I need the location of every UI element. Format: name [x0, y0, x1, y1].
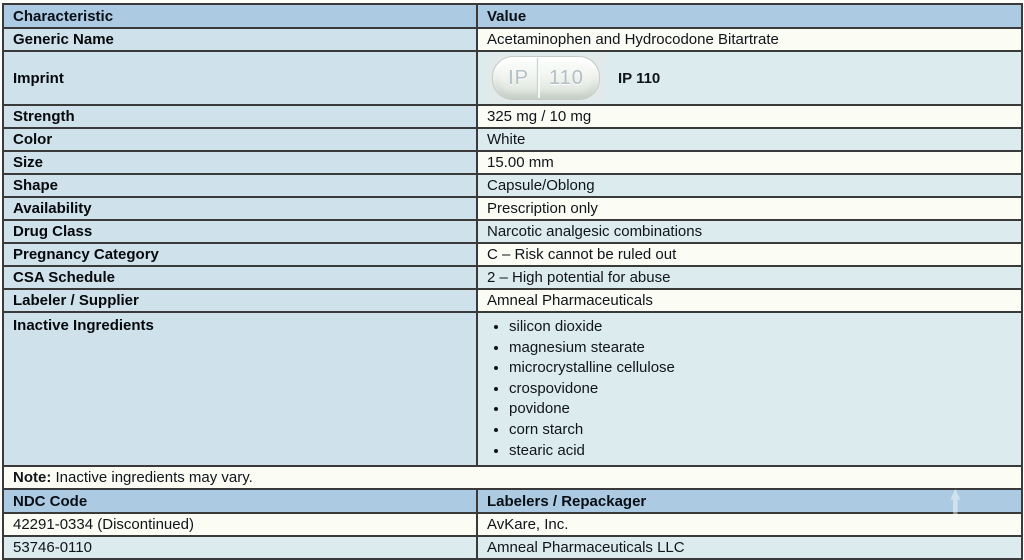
row-value: Prescription only	[476, 196, 1023, 221]
row-value: IP 110 IP 110	[476, 50, 1023, 106]
row-value: 2 – High potential for abuse	[476, 265, 1023, 290]
pill-image: IP 110	[487, 53, 605, 103]
list-item: microcrystalline cellulose	[509, 358, 1020, 379]
row-value: Capsule/Oblong	[476, 173, 1023, 198]
table-row-drug-class: Drug Class Narcotic analgesic combinatio…	[2, 219, 1023, 244]
column-header-value: Value	[476, 3, 1023, 29]
row-label: Availability	[2, 196, 478, 221]
note-cell: Note: Inactive ingredients may vary.	[2, 465, 1023, 491]
table-row-pregnancy-category: Pregnancy Category C – Risk cannot be ru…	[2, 242, 1023, 267]
list-item: stearic acid	[509, 441, 1020, 462]
row-value: silicon dioxide magnesium stearate micro…	[476, 310, 1023, 468]
inactive-ingredients-list: silicon dioxide magnesium stearate micro…	[487, 317, 1020, 462]
table-row-color: Color White	[2, 127, 1023, 152]
row-value: White	[476, 127, 1023, 152]
table-row-size: Size 15.00 mm	[2, 150, 1023, 175]
row-value: C – Risk cannot be ruled out	[476, 242, 1023, 267]
row-label: Pregnancy Category	[2, 242, 478, 267]
row-label: Imprint	[2, 50, 478, 106]
table-row-imprint: Imprint IP 110 IP 110	[2, 50, 1023, 106]
row-label: Labeler / Supplier	[2, 288, 478, 313]
ndc-header-row: NDC Code Labelers / Repackager	[2, 488, 1023, 515]
ndc-labeler: AvKare, Inc.	[476, 512, 1023, 538]
list-item: silicon dioxide	[509, 317, 1020, 338]
row-value: Acetaminophen and Hydrocodone Bitartrate	[476, 27, 1023, 52]
row-label: Size	[2, 150, 478, 175]
table-row-generic-name: Generic Name Acetaminophen and Hydrocodo…	[2, 27, 1023, 52]
list-item: crospovidone	[509, 379, 1020, 400]
row-value: Narcotic analgesic combinations	[476, 219, 1023, 244]
list-item: povidone	[509, 399, 1020, 420]
row-label: CSA Schedule	[2, 265, 478, 290]
imprint-code-text: IP 110	[618, 69, 661, 87]
note-text: Inactive ingredients may vary.	[51, 469, 253, 487]
pill-imprint-left: IP	[508, 66, 529, 89]
pill-imprint-right: 110	[549, 66, 584, 89]
row-value: 325 mg / 10 mg	[476, 104, 1023, 129]
drug-characteristics-table: Characteristic Value Generic Name Acetam…	[2, 3, 1023, 560]
pill-score-line	[538, 58, 540, 98]
table-header-row: Characteristic Value	[2, 3, 1023, 29]
ndc-labeler: Amneal Pharmaceuticals LLC	[476, 535, 1023, 560]
ndc-row: 42291-0334 (Discontinued) AvKare, Inc.	[2, 512, 1023, 538]
note-label: Note:	[13, 469, 52, 487]
row-label: Color	[2, 127, 478, 152]
table-row-csa-schedule: CSA Schedule 2 – High potential for abus…	[2, 265, 1023, 290]
row-value: 15.00 mm	[476, 150, 1023, 175]
column-header-characteristic: Characteristic	[2, 3, 478, 29]
column-header-ndc-code: NDC Code	[2, 488, 478, 515]
row-label: Drug Class	[2, 219, 478, 244]
table-row-shape: Shape Capsule/Oblong	[2, 173, 1023, 198]
row-label: Strength	[2, 104, 478, 129]
table-row-strength: Strength 325 mg / 10 mg	[2, 104, 1023, 129]
row-value: Amneal Pharmaceuticals	[476, 288, 1023, 313]
table-row-note: Note: Inactive ingredients may vary.	[2, 465, 1023, 491]
ndc-code: 53746-0110	[2, 535, 478, 560]
column-header-labelers-repackager: Labelers / Repackager	[476, 488, 1023, 515]
ndc-code: 42291-0334 (Discontinued)	[2, 512, 478, 538]
list-item: magnesium stearate	[509, 338, 1020, 359]
row-label: Shape	[2, 173, 478, 198]
table-row-labeler-supplier: Labeler / Supplier Amneal Pharmaceutical…	[2, 288, 1023, 313]
table-row-availability: Availability Prescription only	[2, 196, 1023, 221]
pill-capsule-icon: IP 110	[492, 56, 600, 100]
row-label: Inactive Ingredients	[2, 310, 478, 468]
row-label: Generic Name	[2, 27, 478, 52]
list-item: corn starch	[509, 420, 1020, 441]
table-row-inactive-ingredients: Inactive Ingredients silicon dioxide mag…	[2, 310, 1023, 468]
ndc-row: 53746-0110 Amneal Pharmaceuticals LLC	[2, 535, 1023, 560]
